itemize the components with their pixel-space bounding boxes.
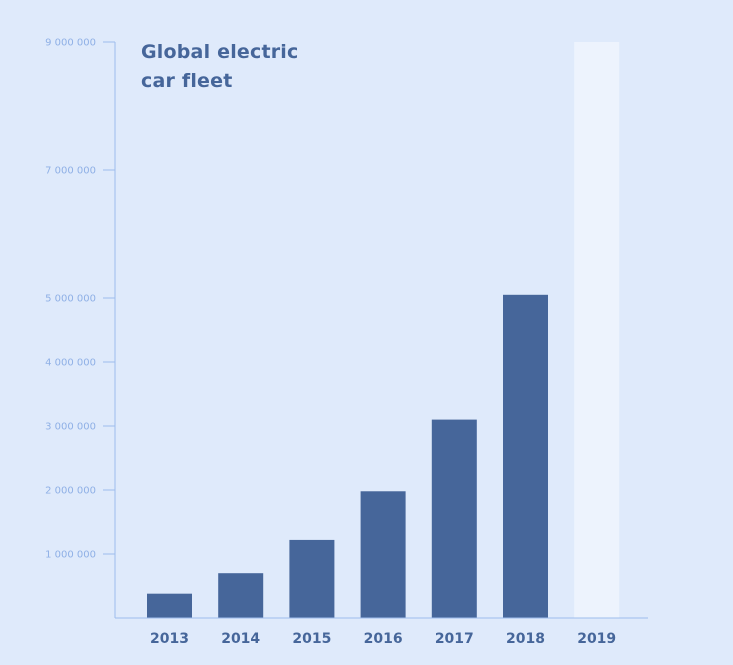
bar-2016 — [360, 491, 406, 618]
bar-2014 — [218, 573, 264, 618]
chart-title: Global electric car fleet — [141, 38, 299, 96]
x-tick-label-2017: 2017 — [435, 631, 474, 647]
bar-2017 — [431, 419, 477, 618]
y-tick-label: 9 000 000 — [45, 38, 96, 49]
x-tick-label-2018: 2018 — [506, 631, 545, 647]
y-tick-label: 4 000 000 — [45, 358, 96, 369]
bar-projected-2019 — [574, 42, 620, 618]
bar-2018 — [503, 294, 548, 618]
y-tick-label: 5 000 000 — [45, 294, 96, 305]
bar-2013 — [147, 593, 192, 618]
chart-title-line-1: Global electric — [141, 41, 299, 63]
y-tick-label: 2 000 000 — [45, 486, 96, 497]
x-tick-label-2013: 2013 — [150, 631, 189, 647]
chart-title-line-2: car fleet — [141, 70, 233, 92]
bar-2015 — [289, 539, 335, 618]
x-tick-label-2016: 2016 — [364, 631, 403, 647]
y-tick-label: 3 000 000 — [45, 422, 96, 433]
x-tick-label-2014: 2014 — [221, 631, 260, 647]
x-tick-label-2019: 2019 — [577, 631, 616, 647]
x-tick-label-2015: 2015 — [292, 631, 331, 647]
y-tick-label: 1 000 000 — [45, 550, 96, 561]
y-tick-label: 7 000 000 — [45, 166, 96, 177]
